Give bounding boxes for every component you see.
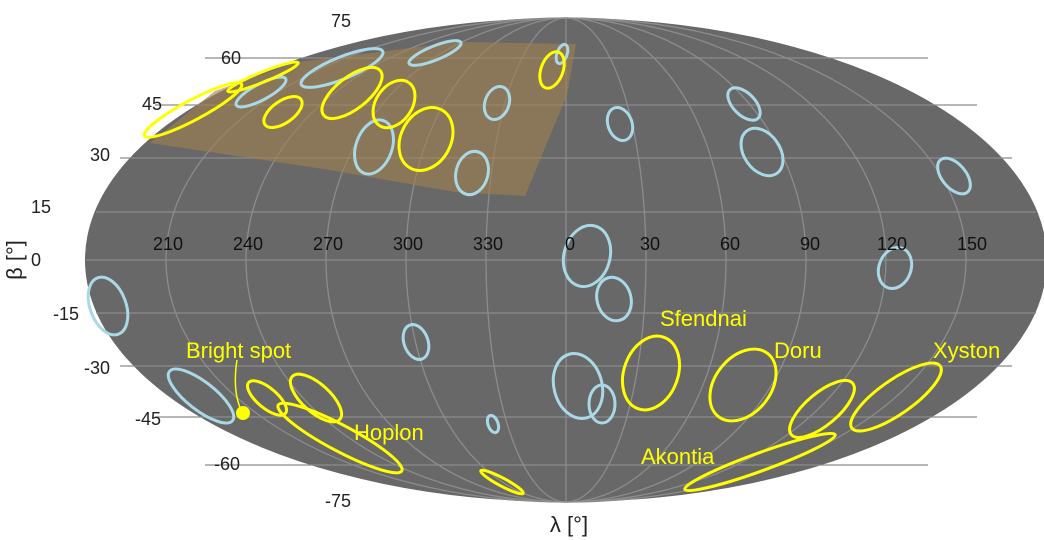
yellow-outline (708, 347, 778, 423)
lon-tick-label: 210 (153, 234, 183, 254)
yellow-outline (262, 94, 304, 130)
blue-outline (407, 39, 463, 67)
feature-label-xyston: Xyston (933, 338, 1000, 363)
blue-features (86, 39, 972, 435)
lon-tick-label: 240 (233, 234, 263, 254)
blue-outline (353, 118, 395, 176)
feature-label-akontia: Akontia (641, 444, 715, 469)
lat-tick-label: 75 (331, 11, 351, 31)
blue-outline (401, 323, 431, 361)
yellow-features (142, 50, 943, 496)
lon-tick-label: 300 (393, 234, 423, 254)
lat-tick-label: -30 (84, 358, 110, 378)
yellow-outline (320, 66, 384, 120)
blue-outline (551, 352, 605, 420)
blue-outline (587, 383, 617, 425)
yellow-outline (538, 50, 566, 90)
yellow-outline (276, 401, 404, 475)
yellow-outline (788, 379, 856, 439)
lon-tick-label: 270 (313, 234, 343, 254)
blue-outline (166, 367, 236, 425)
blue-outline (739, 126, 785, 178)
lat-tick-label: 60 (221, 48, 241, 68)
feature-label-hoplon: Hoplon (354, 420, 424, 445)
lat-tick-label: 0 (31, 250, 41, 270)
yellow-outline (142, 81, 244, 139)
lat-tick-label: 45 (142, 94, 162, 114)
yellow-outline (397, 106, 455, 172)
blue-outline (876, 246, 914, 290)
lat-tick-label: -15 (53, 304, 79, 324)
blue-outline (605, 106, 635, 142)
lon-tick-label: 330 (473, 234, 503, 254)
blue-outline (561, 223, 613, 289)
lon-tick-label: 30 (640, 234, 660, 254)
lon-tick-label: 90 (800, 234, 820, 254)
yellow-outline (849, 361, 943, 433)
yellow-outline (620, 334, 682, 412)
lat-tick-label: -60 (214, 454, 240, 474)
blue-outline (595, 275, 633, 323)
blue-outline (86, 275, 130, 337)
feature-label-bright-spot: Bright spot (186, 338, 291, 363)
lat-tick-label: 30 (90, 145, 110, 165)
yellow-outline (683, 431, 837, 493)
blue-outline (485, 413, 501, 435)
yellow-outline (371, 78, 417, 130)
observed-region (150, 42, 576, 196)
yellow-outline (479, 468, 525, 496)
y-axis-label: β [°] (2, 240, 27, 280)
blue-outline (726, 86, 762, 122)
bright-spot-marker (236, 406, 250, 420)
blue-outline (936, 156, 972, 196)
feature-label-doru: Doru (774, 338, 822, 363)
lat-tick-label: -45 (135, 409, 161, 429)
yellow-outline (226, 60, 300, 94)
yellow-outline (246, 379, 288, 417)
graticule (86, 17, 1044, 503)
lat-tick-label: 15 (31, 197, 51, 217)
lon-tick-label: 0 (565, 234, 575, 254)
blue-outline (454, 149, 490, 197)
lon-tick-label: 60 (720, 234, 740, 254)
lon-tick-label: 120 (877, 234, 907, 254)
blue-outline (482, 85, 512, 121)
lat-tick-label: -75 (325, 491, 351, 511)
lon-tick-label: 150 (957, 234, 987, 254)
x-axis-label: λ [°] (550, 512, 588, 537)
feature-label-sfendnai: Sfendnai (660, 306, 747, 331)
